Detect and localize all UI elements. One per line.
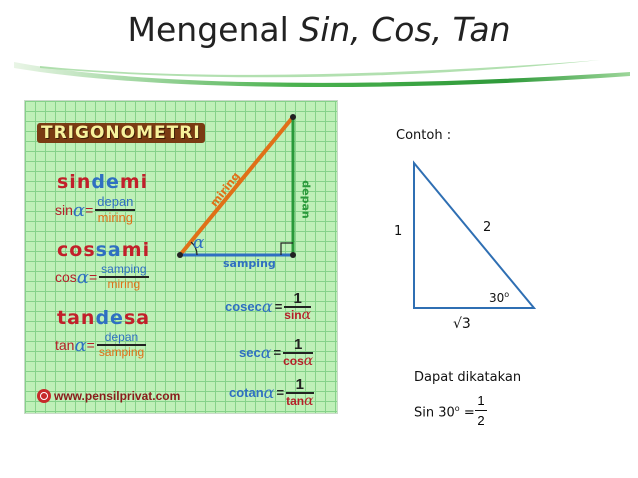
banner-trigonometri: TRIGONOMETRI — [37, 123, 205, 143]
example-side-bottom: √3 — [453, 316, 471, 332]
mnemonic-tandesa: tandesa — [57, 307, 151, 329]
formula-cos: cos α = samping miring — [55, 262, 149, 291]
label-depan: depan — [299, 180, 313, 219]
formula-tan: tan α = depan samping — [55, 330, 147, 359]
fraction-sin: depan miring — [95, 194, 136, 225]
example-side-left: 1 — [394, 224, 403, 239]
globe-icon — [37, 389, 51, 403]
formula-sin: sin α = depan miring — [55, 194, 136, 225]
example-heading: Contoh : — [396, 128, 452, 143]
fraction-tan: depan samping — [96, 330, 147, 359]
title-swoosh — [14, 60, 630, 88]
slide-title: Mengenal Sin, Cos, Tan — [0, 10, 638, 49]
label-alpha: α — [193, 233, 205, 253]
website-credit: www.pensilprivat.com — [37, 389, 180, 403]
formula-cosec: cosec α = 1 sinα — [225, 290, 312, 323]
title-main: Mengenal — [127, 10, 300, 49]
formula-sec: sec α = 1 cosα — [239, 336, 314, 369]
label-samping: samping — [223, 257, 276, 270]
title-italic: Sin, Cos, Tan — [299, 10, 511, 49]
mnemonic-cosami: cossami — [57, 239, 151, 261]
example-triangle — [413, 160, 537, 309]
example-side-hyp: 2 — [483, 220, 492, 235]
trigonometry-card: miring depan samping α TRIGONOMETRI sind… — [24, 100, 338, 414]
card-triangle — [177, 114, 296, 258]
example-angle: 30o — [489, 290, 510, 305]
formula-cotan: cotan α = 1 tanα — [229, 376, 314, 409]
mnemonic-sindemi: sindemi — [57, 171, 149, 193]
example-said: Dapat dikatakan — [414, 370, 522, 385]
fraction-cos: samping miring — [99, 262, 149, 291]
example-fraction: 1 2 — [475, 393, 487, 428]
example-sin-label: Sin 30o = — [414, 404, 475, 421]
